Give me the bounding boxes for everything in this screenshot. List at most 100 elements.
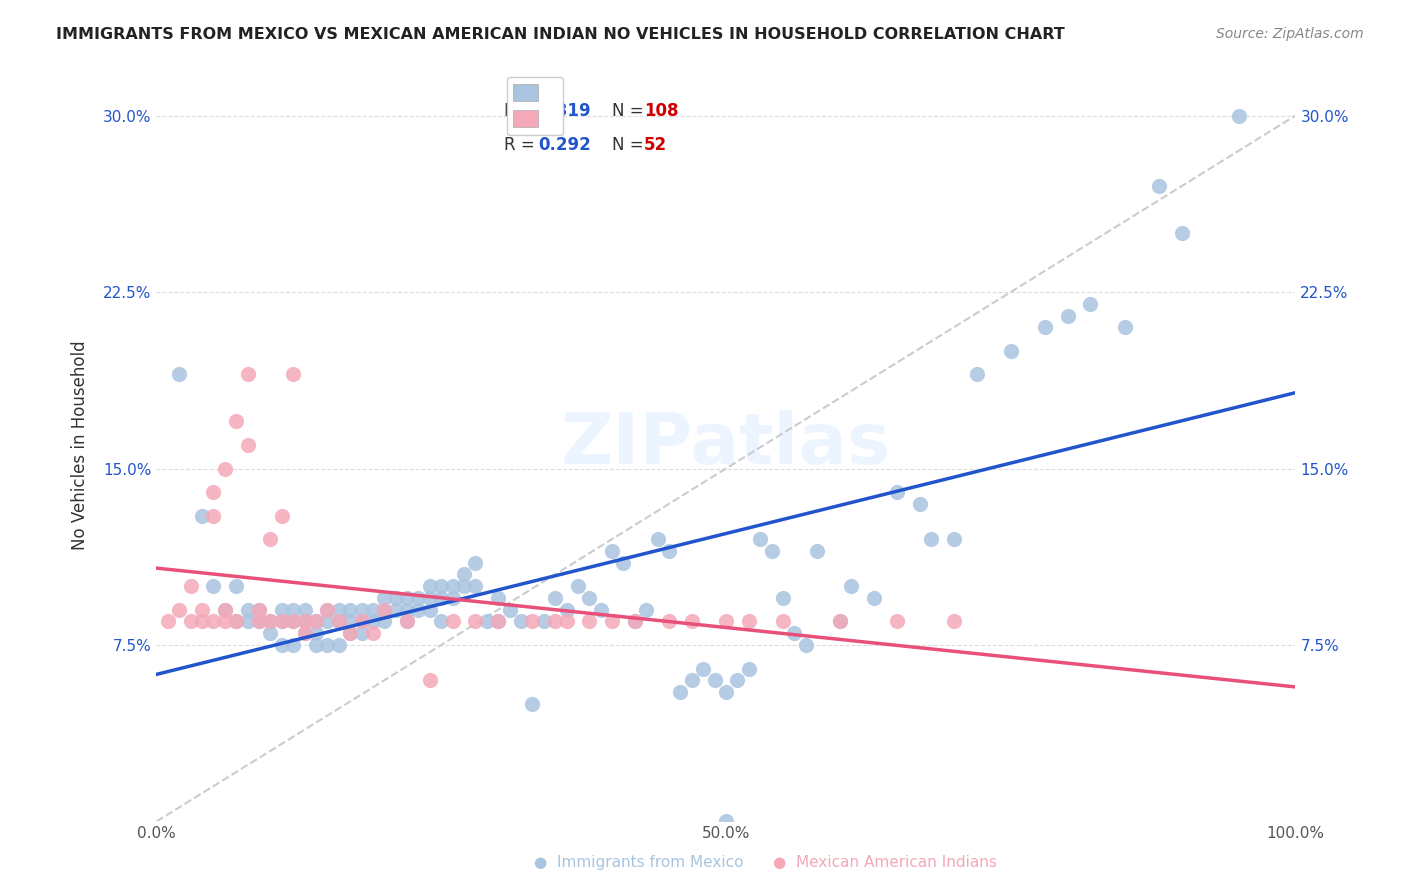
Point (692, 661, 714, 675)
Point (259, 615, 281, 629)
Text: 0.292: 0.292 (538, 136, 591, 154)
Point (283, 603, 305, 617)
Point (886, 485, 908, 500)
Point (920, 532, 942, 546)
Point (191, 615, 214, 629)
Point (886, 615, 908, 629)
Text: 52: 52 (644, 136, 666, 154)
Point (283, 615, 305, 629)
Point (510, 615, 533, 629)
Point (283, 615, 305, 629)
Point (1227, 109, 1250, 123)
Text: N =: N = (612, 136, 650, 154)
Point (225, 615, 247, 629)
Point (169, 368, 191, 382)
Point (361, 603, 384, 617)
Point (180, 615, 202, 629)
Point (636, 603, 658, 617)
Point (863, 591, 886, 605)
Point (658, 615, 681, 629)
Y-axis label: No Vehicles in Household: No Vehicles in Household (72, 340, 89, 549)
Point (522, 615, 544, 629)
Point (350, 615, 373, 629)
Point (749, 532, 772, 546)
Point (475, 615, 498, 629)
Point (339, 626, 361, 640)
Point (772, 591, 794, 605)
Point (738, 615, 761, 629)
Point (202, 485, 225, 500)
Point (328, 615, 350, 629)
Point (270, 615, 292, 629)
Point (305, 615, 328, 629)
Point (658, 544, 681, 558)
Text: ZIPatlas: ZIPatlas (561, 410, 891, 480)
Point (578, 591, 600, 605)
Point (738, 661, 761, 675)
Point (464, 556, 486, 570)
Point (681, 673, 703, 688)
Point (236, 615, 259, 629)
Point (259, 532, 281, 546)
Point (714, 814, 737, 829)
Point (350, 615, 373, 629)
Legend:  ,  : , (506, 77, 564, 135)
Point (600, 615, 623, 629)
Point (806, 544, 828, 558)
Point (180, 579, 202, 593)
Point (339, 603, 361, 617)
Point (408, 603, 430, 617)
Point (1033, 320, 1056, 334)
Point (761, 544, 783, 558)
Point (544, 591, 567, 605)
Point (328, 615, 350, 629)
Text: IMMIGRANTS FROM MEXICO VS MEXICAN AMERICAN INDIAN NO VEHICLES IN HOUSEHOLD CORRE: IMMIGRANTS FROM MEXICO VS MEXICAN AMERIC… (56, 27, 1064, 42)
Point (396, 615, 419, 629)
Point (191, 508, 214, 523)
Point (441, 579, 464, 593)
Point (294, 626, 316, 640)
Point (453, 579, 475, 593)
Point (908, 497, 931, 511)
Point (1056, 309, 1078, 323)
Point (703, 673, 725, 688)
Point (316, 603, 339, 617)
Point (1000, 343, 1022, 358)
Point (294, 603, 316, 617)
Point (373, 603, 395, 617)
Point (942, 532, 965, 546)
Point (714, 685, 737, 699)
Point (169, 603, 191, 617)
Text: ●  Immigrants from Mexico: ● Immigrants from Mexico (534, 855, 744, 870)
Point (419, 673, 441, 688)
Point (373, 603, 395, 617)
Point (464, 615, 486, 629)
Point (225, 579, 247, 593)
Text: R =: R = (503, 136, 540, 154)
Point (839, 579, 862, 593)
Point (725, 673, 748, 688)
Point (430, 591, 453, 605)
Point (567, 579, 589, 593)
Point (794, 638, 817, 652)
Point (384, 603, 406, 617)
Point (555, 603, 578, 617)
Point (1080, 297, 1102, 311)
Point (339, 626, 361, 640)
Point (384, 591, 406, 605)
Point (247, 603, 270, 617)
Point (589, 603, 612, 617)
Point (1170, 226, 1192, 240)
Point (647, 532, 669, 546)
Point (578, 615, 600, 629)
Point (316, 638, 339, 652)
Point (350, 603, 373, 617)
Point (191, 603, 214, 617)
Point (522, 697, 544, 711)
Point (464, 579, 486, 593)
Point (828, 615, 851, 629)
Point (202, 579, 225, 593)
Point (453, 567, 475, 582)
Point (966, 368, 988, 382)
Point (294, 615, 316, 629)
